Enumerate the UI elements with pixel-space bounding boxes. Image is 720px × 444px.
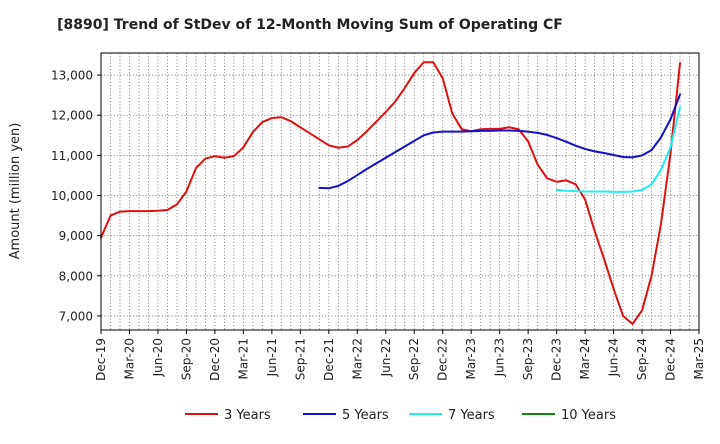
x-tick-label: Dec-24 [664, 338, 678, 381]
x-tick-label: Sep-23 [521, 338, 535, 380]
x-tick-label: Sep-20 [179, 338, 193, 380]
axis-layer: 7,000 8,000 9,000 10,000 11,000 12,000 13,000 D… [51, 69, 706, 381]
y-tick-label: 12,000 [51, 109, 93, 123]
y-tick-label: 10,000 [51, 189, 93, 203]
legend-label-5-years: 5 Years [342, 408, 389, 423]
series-line-5-years [318, 93, 682, 190]
x-tick-label: Jun-21 [265, 338, 279, 377]
y-tick-label: 11,000 [51, 149, 93, 163]
x-tick-label: Mar-24 [578, 338, 592, 379]
x-tick-label: Jun-24 [607, 338, 621, 377]
x-tick-label: Sep-22 [407, 338, 421, 380]
x-tick-label: Dec-20 [208, 338, 222, 381]
x-tick-label: Dec-23 [550, 338, 564, 381]
x-tick-label: Dec-19 [94, 338, 108, 381]
y-tick-label: 7,000 [59, 309, 93, 323]
legend-layer: 3 Years 5 Years 7 Years 10 Years [185, 408, 616, 423]
legend-label-3-years: 3 Years [224, 408, 271, 423]
x-tick-label: Jun-22 [379, 338, 393, 377]
series-layer [100, 61, 682, 325]
x-tick-label: Sep-24 [635, 338, 649, 380]
x-tick-label: Dec-21 [322, 338, 336, 381]
x-tick-label: Mar-23 [464, 338, 478, 379]
series-line-3-years [100, 61, 682, 325]
y-tick-label: 13,000 [51, 69, 93, 83]
grid-layer [101, 53, 699, 330]
series-line-7-years [555, 106, 682, 193]
x-tick-label: Mar-20 [122, 338, 136, 379]
y-tick-label: 8,000 [59, 269, 93, 283]
y-tick-label: 9,000 [59, 229, 93, 243]
legend-label-7-years: 7 Years [448, 408, 495, 423]
x-tick-label: Mar-21 [236, 338, 250, 379]
y-axis-label: Amount (million yen) [8, 123, 23, 260]
x-tick-label: Dec-22 [436, 338, 450, 381]
x-tick-label: Sep-21 [293, 338, 307, 380]
plot-frame [100, 52, 700, 331]
x-tick-label: Jun-23 [493, 338, 507, 377]
x-tick-label: Mar-25 [692, 338, 706, 379]
legend-label-10-years: 10 Years [561, 408, 616, 423]
x-tick-label: Mar-22 [350, 338, 364, 379]
chart-title: [8890] Trend of StDev of 12-Month Moving… [57, 17, 563, 33]
x-tick-label: Jun-20 [151, 338, 165, 377]
